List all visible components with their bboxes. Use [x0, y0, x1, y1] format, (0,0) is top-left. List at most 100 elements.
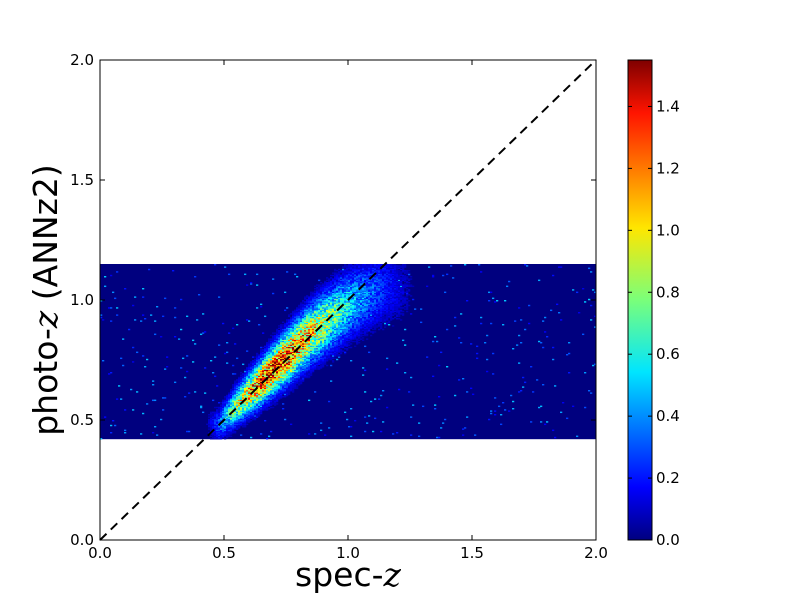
heatmap-cell: [328, 400, 331, 403]
heatmap-cell: [290, 364, 293, 367]
heatmap-cell: [340, 279, 343, 282]
heatmap-cell: [242, 397, 245, 399]
heatmap-cell: [292, 322, 295, 325]
heatmap-cell: [282, 358, 285, 361]
heatmap-cell: [266, 364, 269, 367]
heatmap-cell: [256, 397, 259, 399]
heatmap-cell: [296, 379, 299, 381]
heatmap-cell: [284, 396, 287, 398]
heatmap-cell: [250, 402, 253, 404]
heatmap-cell: [372, 286, 375, 289]
heatmap-cell: [374, 320, 377, 322]
heatmap-cell: [368, 307, 371, 309]
heatmap-cell: [304, 303, 307, 306]
heatmap-cell: [282, 324, 285, 326]
heatmap-cell: [294, 330, 297, 332]
heatmap-cell: [296, 321, 299, 324]
heatmap-cell: [294, 336, 297, 338]
heatmap-cell: [346, 280, 349, 283]
heatmap-cell: [316, 321, 319, 324]
heatmap-cell: [212, 399, 215, 402]
heatmap-cell: [270, 360, 273, 362]
heatmap-cell: [238, 426, 241, 428]
heatmap-cell: [266, 366, 269, 368]
heatmap-cell: [332, 330, 335, 332]
heatmap-cell: [308, 369, 311, 372]
heatmap-cell: [308, 319, 311, 321]
heatmap-cell: [260, 375, 263, 378]
heatmap-cell: [346, 265, 349, 267]
heatmap-cell: [300, 322, 303, 325]
heatmap-cell: [328, 295, 331, 297]
heatmap-cell: [228, 421, 231, 423]
heatmap-cell: [208, 414, 211, 416]
heatmap-cell: [258, 368, 261, 370]
heatmap-cell: [276, 348, 279, 350]
heatmap-cell: [366, 325, 369, 327]
heatmap-cell: [364, 325, 367, 327]
heatmap-cell: [246, 367, 249, 369]
heatmap-cell: [100, 438, 103, 440]
heatmap-cell: [372, 314, 375, 316]
heatmap-cell: [256, 372, 259, 374]
heatmap-cell: [232, 390, 235, 392]
heatmap-cell: [232, 404, 235, 406]
heatmap-cell: [354, 338, 357, 340]
heatmap-cell: [334, 339, 337, 342]
heatmap-cell: [374, 327, 377, 330]
heatmap-cell: [232, 418, 235, 421]
heatmap-cell: [318, 367, 321, 369]
heatmap-cell: [334, 292, 337, 295]
heatmap-cell: [204, 367, 207, 369]
heatmap-cell: [376, 325, 379, 327]
heatmap-cell: [308, 373, 311, 375]
heatmap-cell: [312, 338, 315, 340]
heatmap-cell: [222, 414, 225, 416]
heatmap-cell: [366, 276, 369, 278]
heatmap-cell: [274, 381, 277, 384]
heatmap-cell: [310, 301, 313, 303]
heatmap-cell: [304, 313, 307, 315]
heatmap-cell: [356, 312, 359, 314]
heatmap-cell: [334, 295, 337, 297]
heatmap-cell: [282, 350, 285, 352]
heatmap-cell: [326, 324, 329, 326]
heatmap-cell: [274, 364, 277, 367]
heatmap-cell: [314, 320, 317, 322]
heatmap-cell: [322, 346, 325, 349]
heatmap-cell: [352, 322, 355, 325]
heatmap-cell: [370, 304, 373, 307]
heatmap-cell: [320, 295, 323, 297]
heatmap-cell: [322, 326, 325, 328]
heatmap-cell: [290, 346, 293, 349]
heatmap-cell: [332, 327, 335, 330]
heatmap-cell: [324, 303, 327, 306]
heatmap-cell: [236, 421, 239, 423]
heatmap-cell: [304, 302, 307, 304]
heatmap-cell: [318, 279, 321, 282]
heatmap-cell: [280, 330, 283, 332]
heatmap-cell: [116, 271, 119, 273]
heatmap-cell: [292, 378, 295, 380]
heatmap-cell: [300, 373, 303, 375]
heatmap-cell: [350, 276, 353, 278]
heatmap-cell: [370, 326, 373, 328]
heatmap-cell: [248, 373, 251, 375]
heatmap-cell: [352, 268, 355, 271]
heatmap-cell: [318, 349, 321, 351]
heatmap-cell: [244, 384, 247, 386]
heatmap-cell: [370, 297, 373, 300]
heatmap-cell: [302, 319, 305, 321]
heatmap-cell: [272, 366, 275, 368]
heatmap-cell: [256, 384, 259, 386]
heatmap-cell: [364, 273, 367, 276]
heatmap-cell: [234, 410, 237, 412]
heatmap-cell: [294, 375, 297, 378]
heatmap-cell: [296, 374, 299, 376]
heatmap-cell: [284, 385, 287, 387]
heatmap-cell: [338, 278, 341, 280]
heatmap-cell: [336, 325, 339, 327]
heatmap-cell: [356, 314, 359, 316]
heatmap-cell: [292, 336, 295, 338]
